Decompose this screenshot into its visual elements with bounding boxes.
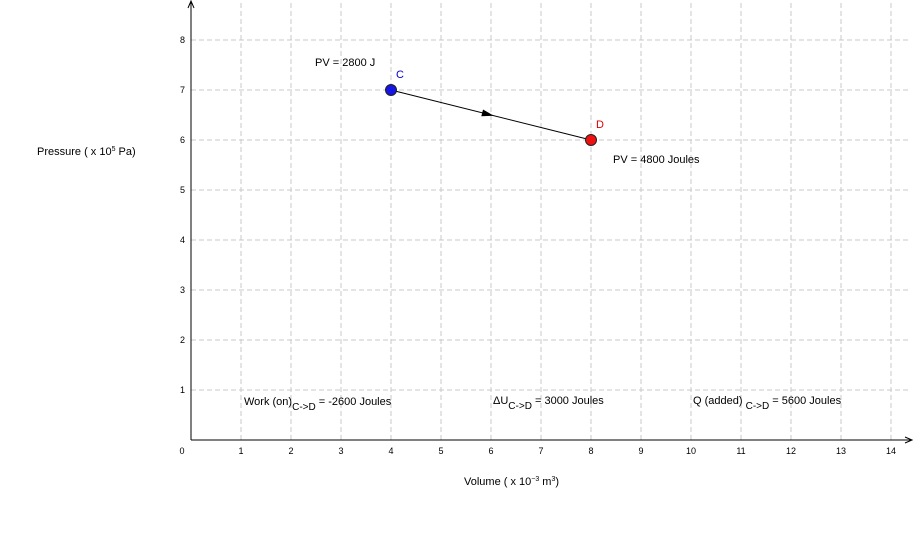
axes (187, 0, 914, 444)
x-tick-label: 0 (179, 446, 184, 456)
x-tick-label: 14 (886, 446, 896, 456)
x-tick-label: 2 (288, 446, 293, 456)
grid (191, 3, 911, 440)
y-tick-label: 2 (180, 335, 185, 345)
x-tick-label: 9 (638, 446, 643, 456)
x-tick-label: 7 (538, 446, 543, 456)
y-axis-label: Pressure ( x 105 Pa) (37, 146, 136, 158)
x-tick-label: 1 (238, 446, 243, 456)
x-tick-label: 4 (388, 446, 393, 456)
delta-u-annotation: ΔUC->D = 3000 Joules (493, 395, 604, 412)
x-tick-label: 8 (588, 446, 593, 456)
state-point-c (385, 84, 397, 96)
x-tick-label: 5 (438, 446, 443, 456)
x-tick-label: 3 (338, 446, 343, 456)
direction-arrow (481, 109, 494, 117)
y-tick-label: 7 (180, 85, 185, 95)
x-axis-label: Volume ( x 10−3 m3) (464, 476, 560, 488)
x-axis-arrow (904, 436, 914, 444)
x-tick-label: 12 (786, 446, 796, 456)
process-path (390, 89, 592, 141)
y-tick-label: 8 (180, 35, 185, 45)
y-tick-label: 4 (180, 235, 185, 245)
x-tick-label: 13 (836, 446, 846, 456)
x-tick-label: 10 (686, 446, 696, 456)
y-axis-arrow (187, 0, 195, 9)
pv-d-annotation: PV = 4800 Joules (613, 154, 700, 166)
y-tick-label: 6 (180, 135, 185, 145)
y-tick-label: 5 (180, 185, 185, 195)
state-label-d: D (596, 119, 604, 131)
state-point-d (585, 134, 597, 146)
x-tick-label: 6 (488, 446, 493, 456)
y-tick-label: 3 (180, 285, 185, 295)
pv-c-annotation: PV = 2800 J (315, 57, 376, 69)
work-annotation: Work (on)C->D = -2600 Joules (244, 396, 392, 413)
y-tick-label: 1 (180, 385, 185, 395)
state-label-c: C (396, 69, 404, 81)
x-tick-label: 11 (736, 446, 745, 456)
state-points: CD (385, 69, 604, 146)
q-annotation: Q (added) C->D = 5600 Joules (693, 395, 842, 412)
